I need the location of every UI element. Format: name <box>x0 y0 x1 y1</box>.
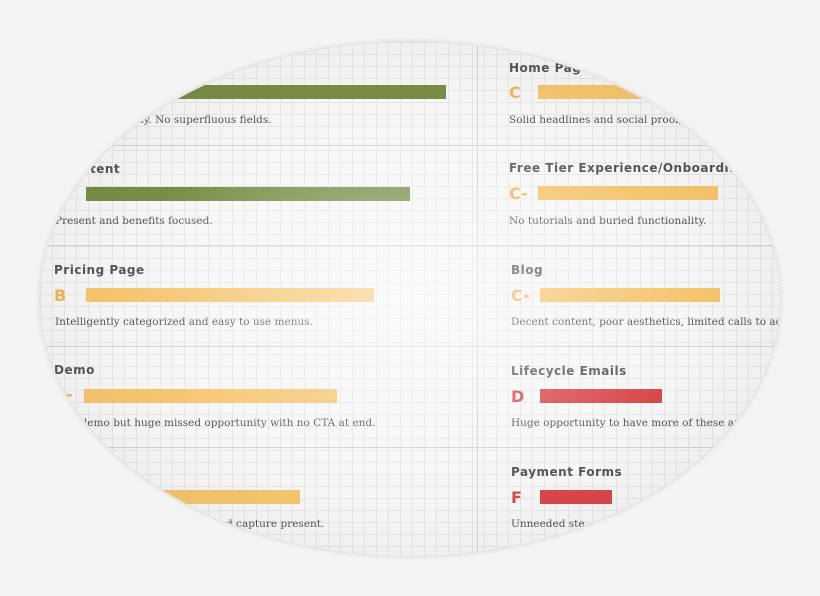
description: Present and benefits focused. <box>55 215 213 227</box>
grade: F <box>511 488 522 507</box>
item-title: tent <box>90 162 121 176</box>
grade: D <box>511 387 525 406</box>
item-title: Blog <box>511 263 544 277</box>
grade: C <box>509 83 521 102</box>
grade-bar <box>540 389 662 403</box>
grade-bar <box>540 288 720 302</box>
description: Unneeded ste <box>511 518 585 530</box>
grade-bar <box>86 187 410 201</box>
item-title: Free Tier Experience/Onboarding <box>509 161 748 175</box>
grade: - <box>66 385 73 404</box>
grade-bar <box>538 186 718 200</box>
divider <box>477 42 478 556</box>
grade-bar <box>86 288 374 302</box>
grade-bar <box>84 389 337 403</box>
item-title: Payment Forms <box>511 465 623 479</box>
item-title: Pricing Page <box>54 263 145 277</box>
grade-bar <box>540 490 612 504</box>
description: Huge opportunity to have more of these a… <box>511 417 758 429</box>
grade: - <box>66 183 73 202</box>
description: Decent content, poor aesthetics, limited… <box>511 316 780 328</box>
grade: C- <box>511 286 530 305</box>
description: Solid headlines and social proof, po <box>509 114 699 126</box>
grade-bar <box>538 85 698 99</box>
description: d capture present. <box>226 518 325 530</box>
description: No tutorials and buried functionality. <box>509 215 707 227</box>
grade: C- <box>509 184 528 203</box>
grade-bar <box>170 85 446 99</box>
divider <box>40 245 780 246</box>
item-title: Demo <box>54 363 95 377</box>
divider <box>40 145 780 146</box>
description: easy. No superfluous fields. <box>126 114 272 126</box>
divider <box>40 447 780 448</box>
description: lemo but huge missed opportunity with no… <box>84 417 376 429</box>
grade: B <box>54 286 67 305</box>
report-card: easy. No superfluous fields. tent - Pres… <box>40 42 780 556</box>
description: Intelligently categorized and easy to us… <box>55 316 313 328</box>
item-title: Lifecycle Emails <box>511 364 627 378</box>
item-title: Home Page <box>509 61 590 75</box>
divider <box>40 346 780 347</box>
grade-bar <box>160 490 300 504</box>
